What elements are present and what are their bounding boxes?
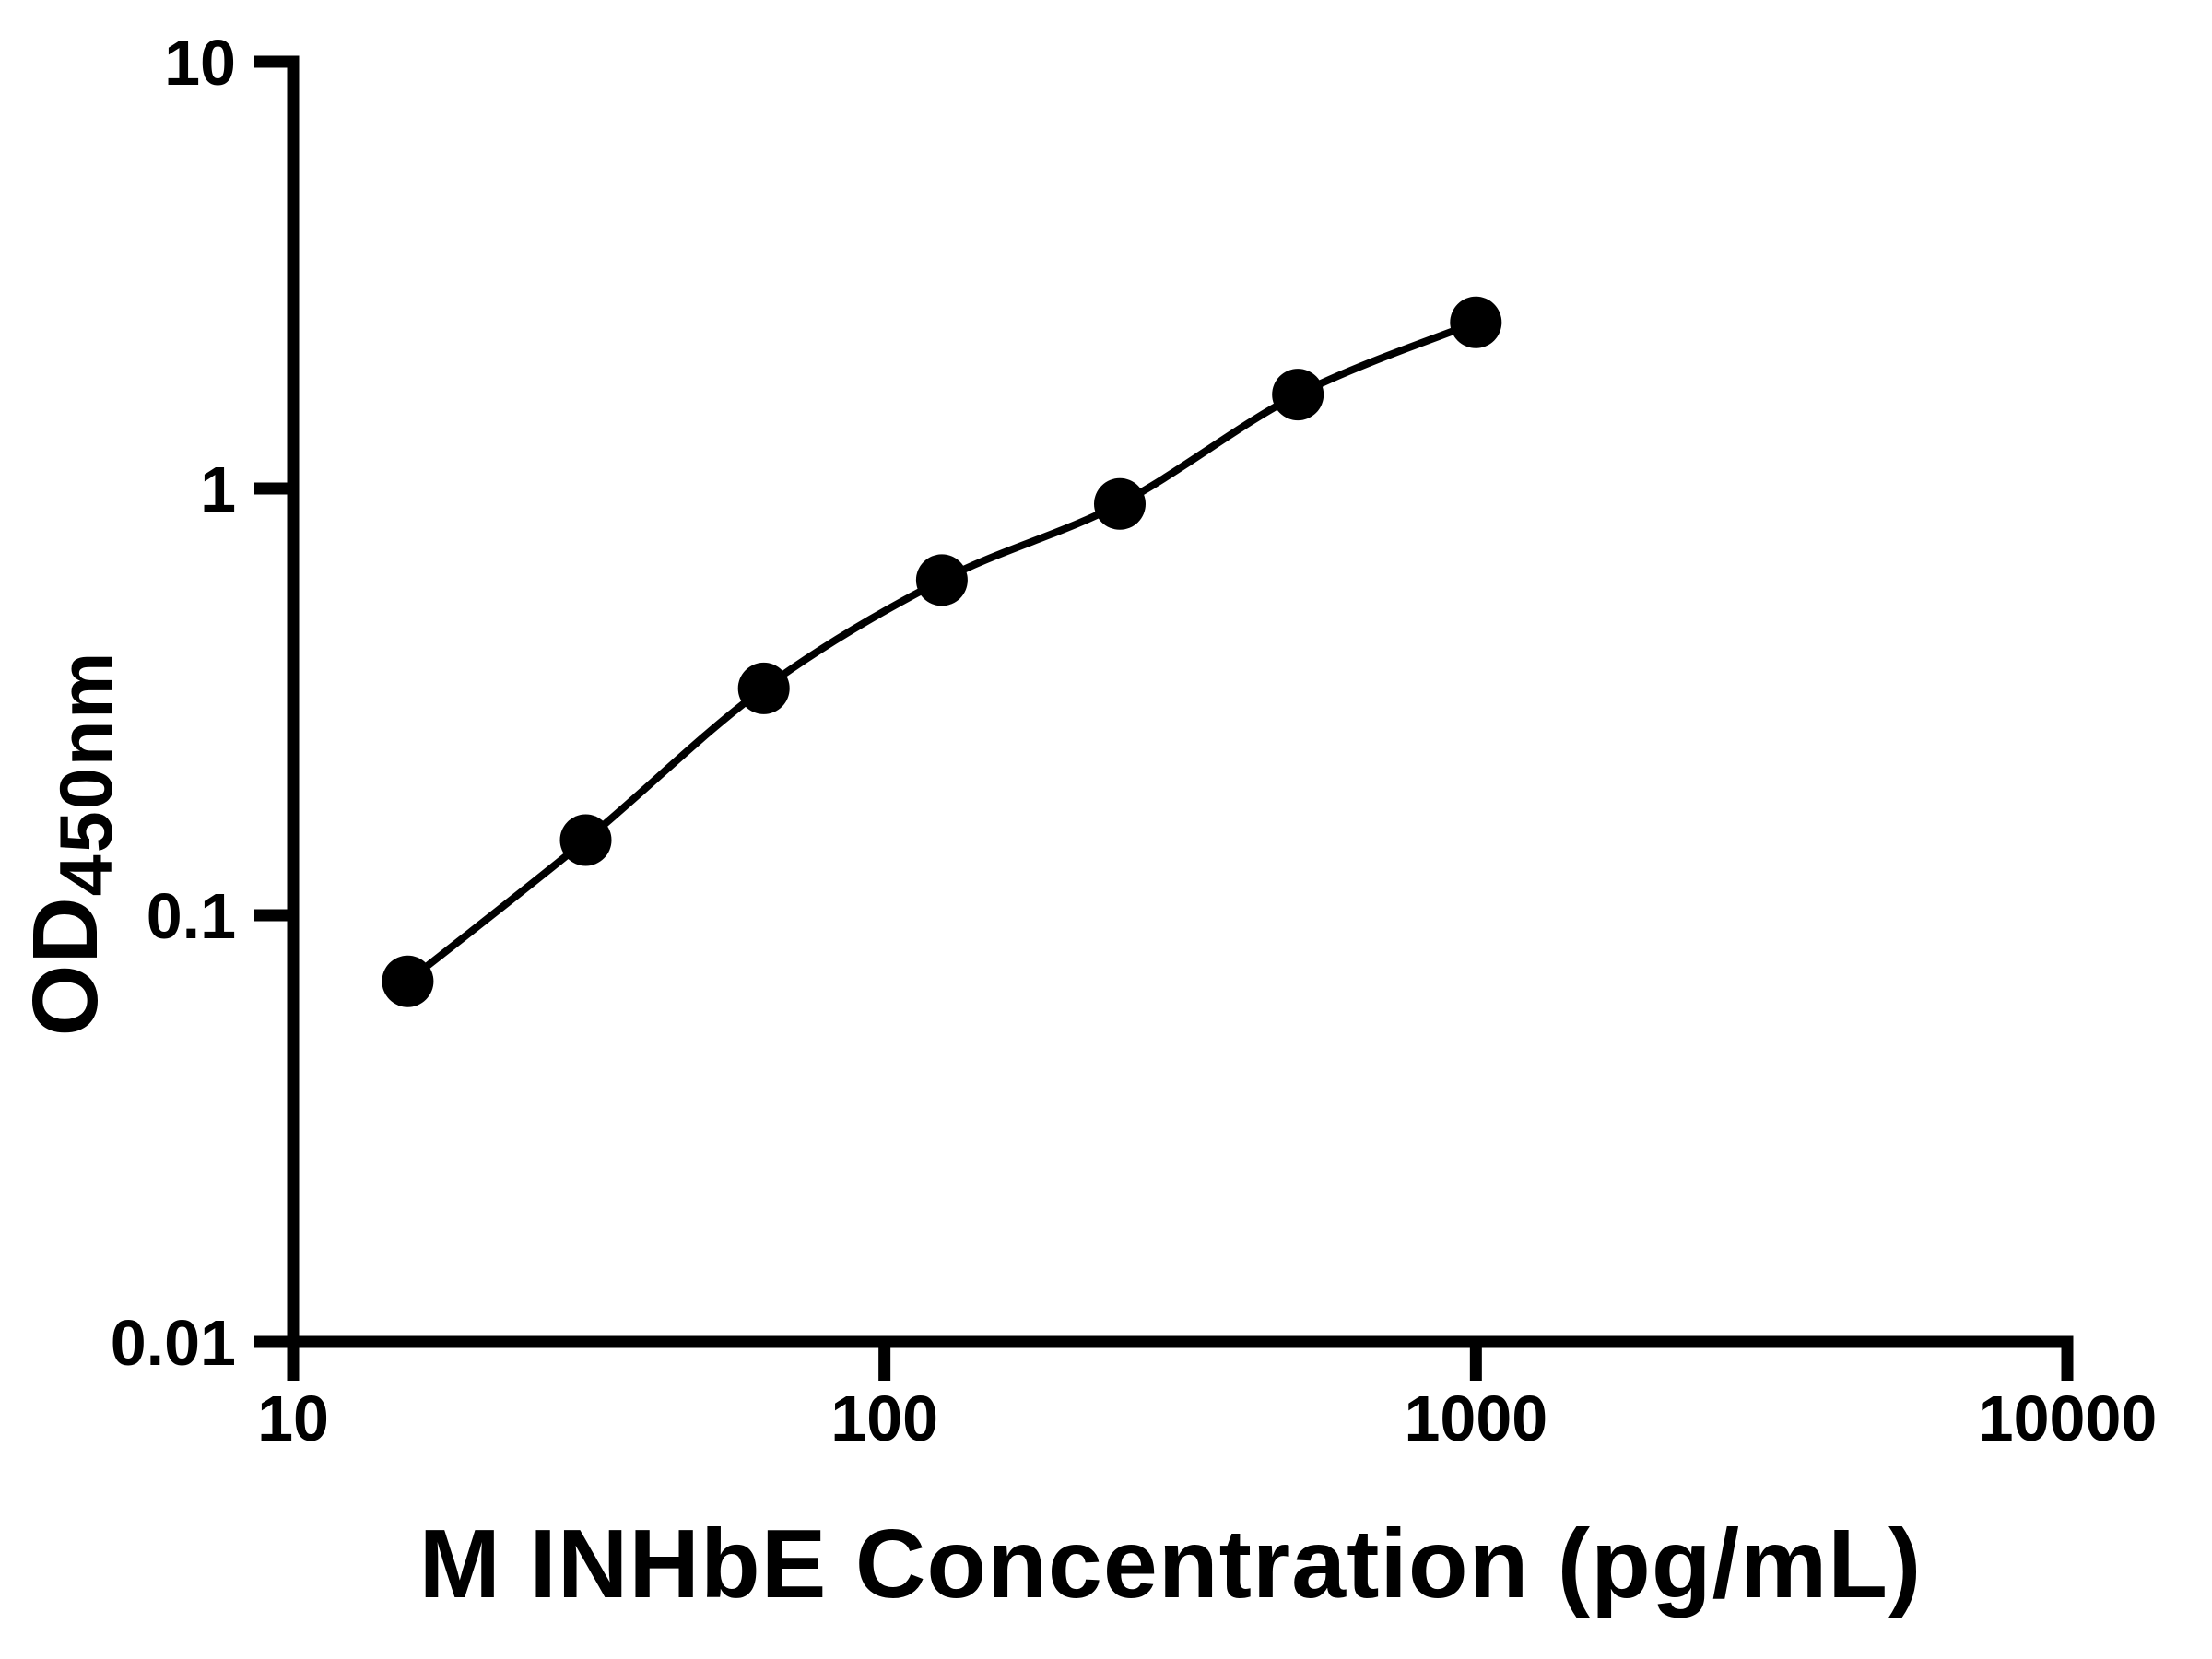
x-tick-label: 10 — [257, 1382, 329, 1454]
standard-curve-line — [404, 318, 1480, 985]
y-axis-title-base: OD — [14, 896, 117, 1036]
plot-area: 10 100 1000 10000 0.01 0.1 1 10 — [111, 27, 2158, 1454]
y-tick-label: 0.01 — [111, 1307, 236, 1379]
data-point — [737, 662, 790, 714]
y-axis-title: OD450nm — [14, 651, 128, 1037]
data-point — [1094, 477, 1146, 530]
data-point — [559, 814, 612, 866]
x-tick-label: 10000 — [1978, 1382, 2158, 1454]
y-tick-label: 10 — [164, 27, 236, 99]
y-tick-label: 0.1 — [147, 880, 236, 952]
axis-spines — [287, 55, 2074, 1348]
x-tick-label: 1000 — [1404, 1382, 1547, 1454]
x-tick-label: 100 — [830, 1382, 938, 1454]
y-axis-title-subscript: 450nm — [45, 651, 128, 897]
data-point — [915, 554, 968, 606]
data-point — [1450, 296, 1502, 348]
data-point — [1272, 369, 1324, 421]
y-tick-label: 1 — [200, 453, 236, 525]
x-axis-title: M INHbE Concentration (pg/mL) — [419, 1510, 1923, 1618]
data-point — [382, 955, 434, 1007]
